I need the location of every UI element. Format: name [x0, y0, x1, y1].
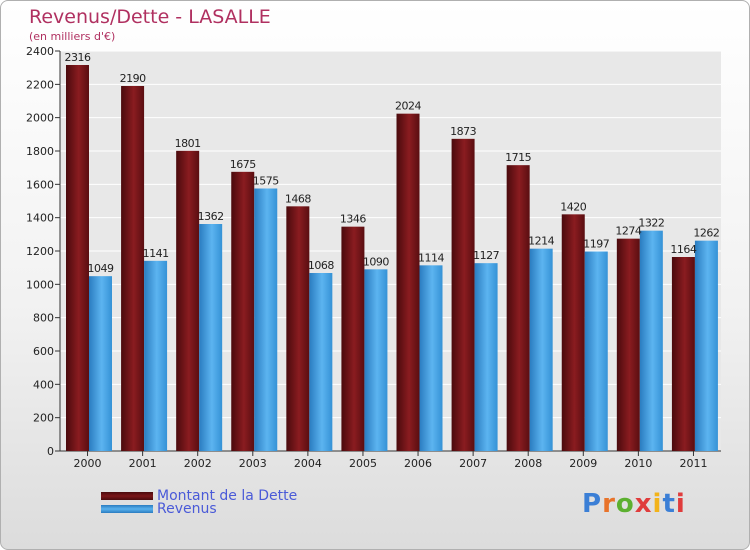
bar-label-revenus: 1114: [418, 251, 444, 264]
legend-label-dette: Montant de la Dette: [157, 488, 298, 504]
logo-letter: r: [602, 489, 616, 519]
y-tick-label: 1000: [26, 278, 54, 291]
bar-label-revenus: 1127: [473, 249, 499, 262]
bar-label-revenus: 1214: [528, 235, 554, 248]
y-tick-label: 1400: [26, 212, 54, 225]
proxiti-logo: Proxiti: [582, 489, 686, 519]
bar-dette: [231, 171, 255, 452]
y-tick-label: 1600: [26, 178, 54, 191]
logo-letter: t: [662, 489, 676, 519]
bar-label-dette: 2024: [395, 100, 421, 113]
y-tick-label: 800: [33, 312, 54, 325]
bar-revenus: [254, 188, 278, 451]
bar-revenus: [639, 230, 663, 451]
x-tick-label: 2002: [184, 457, 212, 470]
bar-revenus: [584, 251, 608, 451]
x-tick-label: 2009: [569, 457, 597, 470]
bar-dette: [396, 113, 420, 452]
x-tick-label: 2007: [459, 457, 487, 470]
bar-label-revenus: 1141: [143, 247, 169, 260]
bar-dette: [121, 86, 145, 451]
legend-item-dette: Montant de la Dette: [101, 488, 297, 504]
logo-letter: o: [615, 489, 635, 519]
bar-revenus: [309, 273, 333, 451]
bar-revenus: [474, 263, 498, 451]
x-tick-label: 2011: [679, 457, 707, 470]
bar-label-revenus: 1049: [88, 262, 114, 275]
logo-letter: i: [652, 489, 663, 519]
bar-label-dette: 1715: [505, 151, 531, 164]
bar-revenus: [529, 248, 553, 451]
y-tick-label: 200: [33, 412, 54, 425]
bar-label-revenus: 1090: [363, 255, 389, 268]
bar-label-dette: 2190: [120, 72, 146, 85]
bar-dette: [616, 238, 640, 451]
bar-label-revenus: 1575: [253, 175, 279, 188]
bar-label-dette: 1468: [285, 192, 311, 205]
legend-swatch-revenus: [101, 505, 153, 513]
bar-label-dette: 1164: [670, 243, 696, 256]
x-tick-label: 2008: [514, 457, 542, 470]
bar-dette: [561, 214, 585, 451]
logo-letter: P: [582, 489, 603, 519]
bar-dette: [176, 150, 200, 452]
bar-label-revenus: 1262: [693, 227, 719, 240]
logo-letter: x: [634, 489, 653, 519]
bar-label-dette: 1873: [450, 125, 476, 138]
bar-revenus: [144, 260, 168, 451]
x-tick-label: 2004: [294, 457, 322, 470]
chart-title: Revenus/Dette - LASALLE: [29, 6, 271, 28]
logo-letter: i: [675, 489, 686, 519]
bar-label-revenus: 1322: [638, 217, 664, 230]
x-tick-label: 2010: [624, 457, 652, 470]
x-tick-label: 2001: [129, 457, 157, 470]
bar-label-revenus: 1068: [308, 259, 334, 272]
x-tick-label: 2003: [239, 457, 267, 470]
bar-revenus: [694, 240, 718, 451]
bar-label-dette: 1675: [230, 158, 256, 171]
bar-dette: [341, 226, 365, 451]
y-tick-label: 0: [47, 445, 54, 458]
y-tick-label: 400: [33, 378, 54, 391]
bar-label-dette: 2316: [65, 51, 91, 64]
y-tick-label: 2400: [26, 45, 54, 58]
bar-label-revenus: 1197: [583, 238, 609, 251]
chart-subtitle: (en milliers d'€): [29, 30, 116, 43]
bar-dette: [451, 138, 475, 452]
y-tick-label: 1200: [26, 245, 54, 258]
y-tick-label: 2200: [26, 78, 54, 91]
bar-dette: [286, 206, 310, 451]
bar-dette: [506, 165, 530, 451]
legend-swatch-dette: [101, 492, 153, 500]
x-tick-label: 2000: [74, 457, 102, 470]
bar-label-revenus: 1362: [198, 210, 224, 223]
bar-label-dette: 1801: [175, 137, 201, 150]
y-tick-label: 1800: [26, 145, 54, 158]
x-tick-label: 2005: [349, 457, 377, 470]
bar-dette: [671, 257, 695, 451]
bar-label-dette: 1274: [615, 225, 641, 238]
bar-dette: [66, 65, 89, 451]
bar-label-dette: 1346: [340, 213, 366, 226]
x-tick-label: 2006: [404, 457, 432, 470]
bar-label-dette: 1420: [560, 200, 586, 213]
bar-revenus: [89, 276, 112, 451]
bar-revenus: [364, 269, 388, 451]
y-tick-label: 600: [33, 345, 54, 358]
y-tick-label: 2000: [26, 112, 54, 125]
bar-revenus: [419, 265, 443, 451]
legend-item-revenus: Revenus: [101, 501, 217, 517]
bar-revenus: [199, 224, 223, 451]
legend-label-revenus: Revenus: [157, 501, 217, 517]
